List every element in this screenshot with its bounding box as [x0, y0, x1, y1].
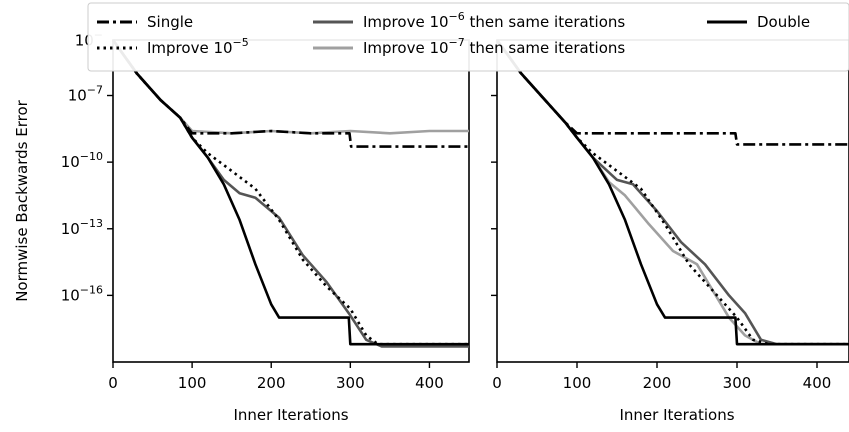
- series-line-double: [111, 39, 469, 346]
- y-tick-label: 10−7: [68, 84, 103, 105]
- x-tick-label: 300: [336, 374, 365, 392]
- x-axis-label-right: Inner Iterations: [619, 406, 734, 424]
- legend-label: Improve 10−5: [147, 36, 249, 57]
- x-tick-label: 300: [723, 374, 752, 392]
- legend-entry-4: Improve 10−7 then same iterations: [313, 36, 625, 57]
- legend-entry-3: Improve 10−6 then same iterations: [313, 10, 625, 31]
- legend-entry-2: Improve 10−5: [97, 36, 249, 57]
- legend: Single Improve 10−5 Improve 10−6 then same…: [87, 2, 849, 72]
- x-tick-label: 200: [257, 374, 286, 392]
- plot-frame-right: [496, 39, 849, 363]
- panel-right: 0 100 200 300 400 Inner Iterations: [491, 39, 849, 424]
- x-tick-label: 0: [108, 374, 118, 392]
- legend-box: [87, 2, 849, 72]
- x-axis-left: 0 100 200 300 400: [108, 362, 444, 392]
- x-tick-label: 0: [492, 374, 502, 392]
- x-tick-label: 100: [178, 374, 207, 392]
- legend-entry-5: Double: [707, 13, 810, 31]
- x-tick-label: 100: [563, 374, 592, 392]
- y-tick-label: 10−13: [61, 217, 103, 238]
- series-lines-left: [111, 39, 469, 348]
- legend-label: Improve 10−6 then same iterations: [363, 10, 625, 31]
- legend-label: Improve 10−7 then same iterations: [363, 36, 625, 57]
- y-axis-label: Normwise Backwards Error: [13, 99, 31, 301]
- x-axis-right: 0 100 200 300 400: [492, 362, 831, 392]
- y-axis-right: [491, 94, 497, 297]
- x-tick-label: 400: [415, 374, 444, 392]
- y-tick-label: 10−16: [61, 283, 103, 304]
- x-tick-label: 400: [803, 374, 832, 392]
- y-tick-label: 10−10: [61, 150, 103, 171]
- legend-label: Single: [147, 13, 193, 31]
- legend-entry-1: Single: [97, 13, 193, 31]
- series-line-double: [495, 39, 849, 346]
- x-axis-label-left: Inner Iterations: [233, 406, 348, 424]
- plot-frame-left: [112, 39, 470, 363]
- series-lines-right: [495, 39, 849, 346]
- x-tick-label: 200: [643, 374, 672, 392]
- legend-label: Double: [757, 13, 810, 31]
